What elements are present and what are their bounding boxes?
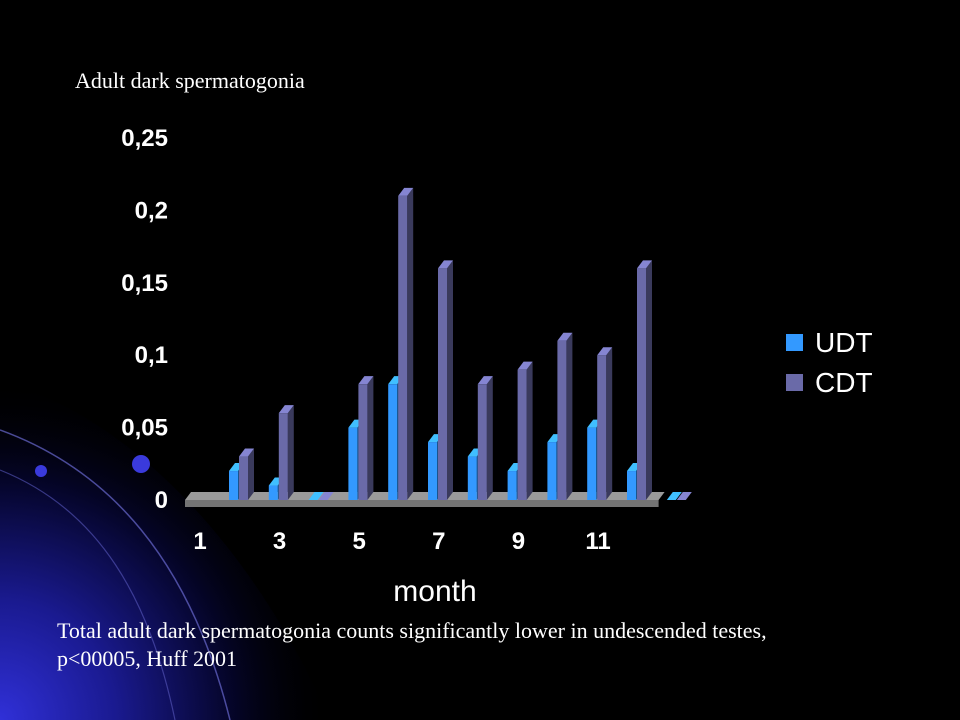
caption-line-1: Total adult dark spermatogonia counts si… — [57, 618, 767, 643]
bar-udt-3 — [308, 492, 324, 500]
background-glow — [0, 380, 330, 720]
legend-label-cdt: CDT — [815, 367, 873, 398]
bar-cdt-10 — [597, 347, 613, 500]
background-dot — [132, 455, 150, 473]
bar-cdt-3 — [318, 492, 334, 500]
x-tick-label: 11 — [585, 528, 610, 555]
bar-cdt-12 — [676, 492, 692, 500]
y-tick-label: 0,15 — [121, 270, 168, 297]
bar-cdt-11 — [637, 260, 652, 500]
background-dot — [35, 465, 47, 477]
bar-cdt-6 — [438, 260, 453, 500]
x-tick-label: 1 — [193, 528, 206, 555]
x-tick-label: 5 — [353, 528, 366, 555]
y-tick-label: 0 — [155, 487, 168, 514]
y-tick-label: 0,2 — [135, 197, 168, 224]
y-axis-tick-labels: 0 0,05 0,1 0,15 0,2 0,25 — [121, 125, 168, 514]
chart-bars-layer — [229, 187, 692, 501]
bar-udt-12 — [666, 492, 682, 500]
chart-floor-layer — [185, 492, 665, 507]
bar-cdt-5 — [398, 187, 414, 501]
bar-cdt-4 — [358, 376, 374, 500]
chart-floor-front — [185, 500, 659, 507]
legend-label-udt: UDT — [815, 327, 873, 358]
x-axis-title: month — [393, 575, 476, 608]
y-tick-label: 0,05 — [121, 415, 168, 442]
background-arc — [0, 429, 231, 720]
chart-floor-top — [185, 492, 665, 500]
bar-cdt-7 — [477, 376, 493, 500]
legend-swatch-cdt — [786, 374, 803, 391]
x-tick-label: 9 — [512, 528, 525, 555]
bar-cdt-9 — [557, 332, 573, 500]
slide-title: Adult dark spermatogonia — [75, 68, 305, 93]
x-tick-label: 3 — [273, 528, 286, 555]
bar-cdt-8 — [517, 361, 533, 500]
bar-cdt-1 — [239, 448, 254, 500]
caption-line-2: p<00005, Huff 2001 — [57, 646, 238, 671]
x-axis-tick-labels: 1 3 5 7 9 11 — [193, 528, 610, 555]
y-tick-label: 0,1 — [135, 342, 168, 369]
bar-cdt-2 — [278, 405, 294, 500]
x-tick-label: 7 — [432, 528, 445, 555]
chart-legend: UDT CDT — [786, 327, 873, 398]
y-tick-label: 0,25 — [121, 125, 168, 152]
background-arc — [0, 469, 176, 720]
legend-swatch-udt — [786, 334, 803, 351]
slide-caption: Total adult dark spermatogonia counts si… — [57, 617, 937, 673]
